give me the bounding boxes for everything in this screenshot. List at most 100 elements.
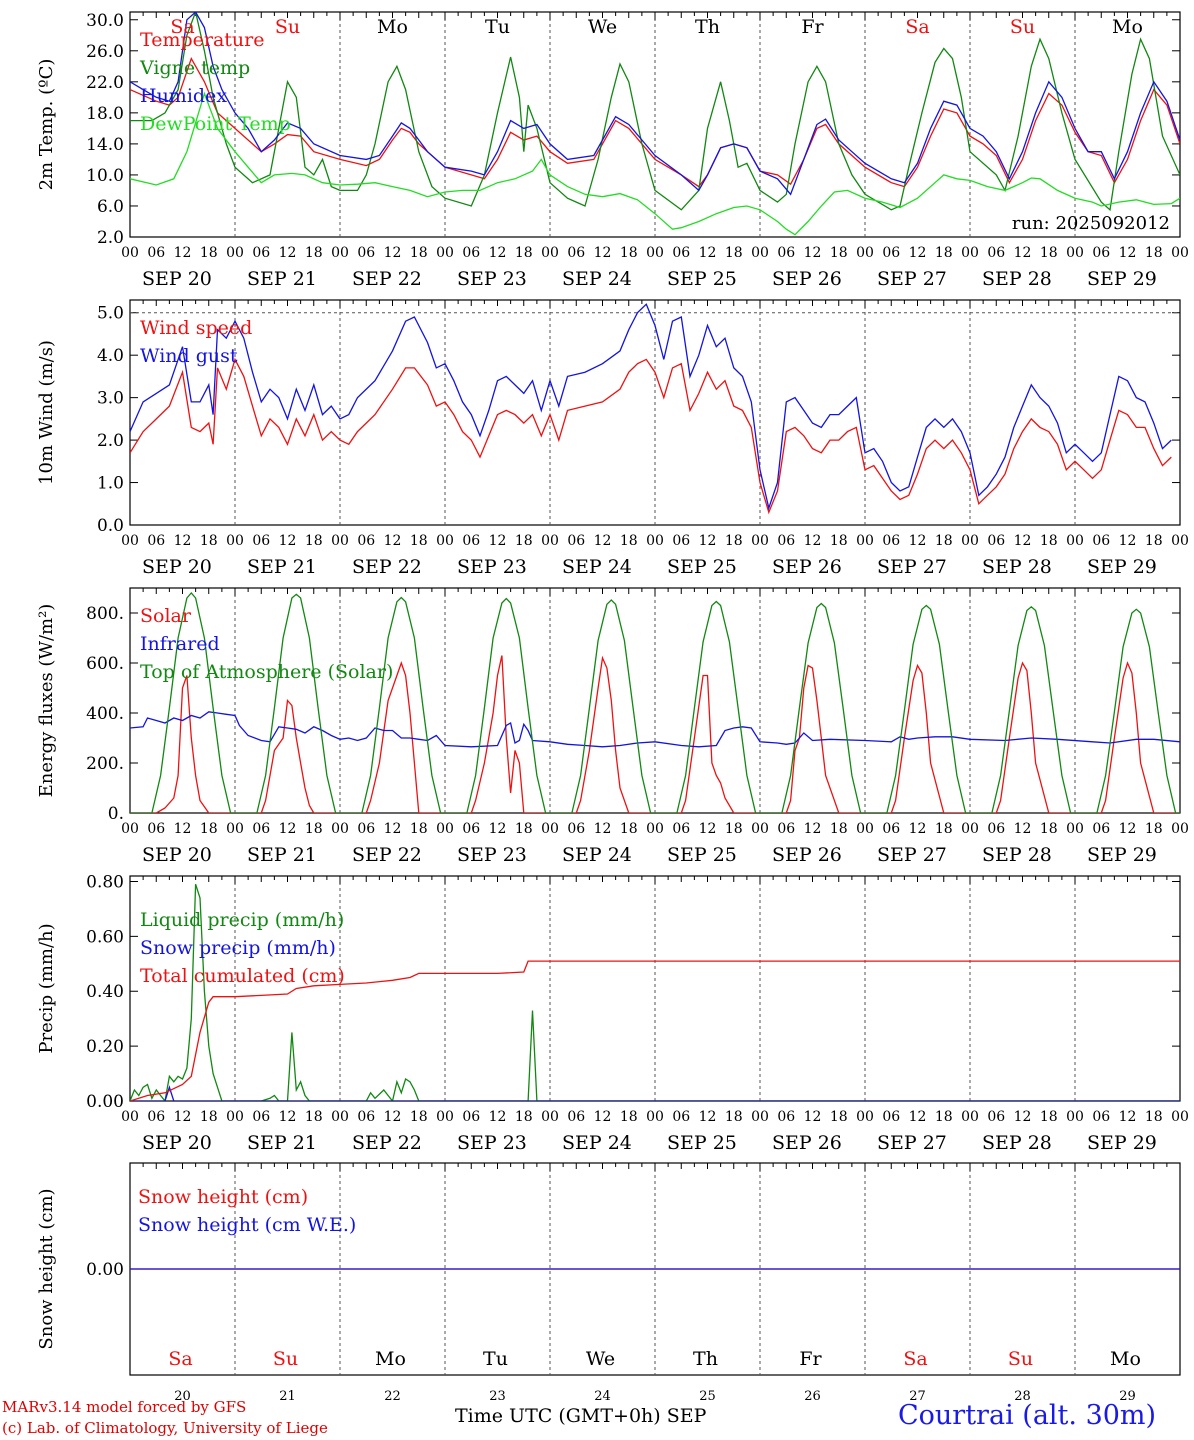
hour-tick-label: 12	[384, 533, 402, 549]
run-label: run: 2025092012	[1012, 213, 1170, 234]
y-tick-label: 800.	[86, 604, 124, 624]
legend-entry: DewPoint Temp	[140, 113, 291, 135]
hour-tick-label: 00	[541, 1109, 559, 1125]
y-axis-label: Snow height (cm)	[36, 1188, 57, 1349]
date-label: SEP 22	[352, 844, 422, 866]
hour-tick-label: 18	[515, 1109, 533, 1125]
date-label: SEP 27	[877, 556, 947, 578]
date-label: SEP 25	[667, 268, 737, 290]
hour-tick-label: 18	[1145, 1109, 1163, 1125]
hour-tick-label: 18	[305, 821, 323, 837]
hour-tick-label: 06	[882, 533, 900, 549]
hour-tick-label: 12	[279, 821, 297, 837]
hour-tick-label: 12	[699, 821, 717, 837]
series-line-vigne-temp	[130, 12, 1180, 212]
day-abbr-label: Th	[695, 16, 720, 38]
day-abbr-label: Mo	[1112, 16, 1143, 38]
hour-tick-label: 06	[147, 821, 165, 837]
hour-tick-label: 18	[515, 245, 533, 261]
date-label: SEP 28	[982, 268, 1052, 290]
hour-tick-label: 06	[987, 1109, 1005, 1125]
hour-tick-label: 12	[384, 1109, 402, 1125]
hour-tick-label: 06	[357, 821, 375, 837]
day-number-label: 25	[699, 1389, 716, 1404]
date-label: SEP 22	[352, 268, 422, 290]
day-number-label: 29	[1119, 1389, 1136, 1404]
hour-tick-label: 12	[699, 245, 717, 261]
y-axis-label: 10m Wind (m/s)	[36, 340, 57, 485]
hour-tick-label: 18	[935, 245, 953, 261]
hour-tick-label: 12	[594, 821, 612, 837]
y-tick-label: 200.	[86, 754, 124, 774]
hour-tick-label: 12	[1014, 1109, 1032, 1125]
date-label: SEP 20	[142, 844, 212, 866]
y-axis-label: 2m Temp. (ºC)	[36, 59, 57, 191]
date-label: SEP 25	[667, 844, 737, 866]
hour-tick-label: 12	[804, 245, 822, 261]
hour-tick-label: 06	[672, 821, 690, 837]
panel-temperature: 2.0 6.0 10.0 14.0 18.0 22.0 26.0 30.0 2m Temp. (…	[36, 11, 1189, 290]
hour-tick-label: 12	[1119, 245, 1137, 261]
day-number-label: 24	[594, 1389, 611, 1404]
y-tick-label: 3.0	[97, 389, 124, 409]
y-tick-label: 0.60	[86, 927, 124, 947]
hour-tick-label: 18	[725, 245, 743, 261]
hour-tick-label: 00	[751, 821, 769, 837]
hour-tick-label: 18	[410, 1109, 428, 1125]
hour-tick-label: 12	[489, 1109, 507, 1125]
hour-tick-label: 00	[856, 821, 874, 837]
date-label: SEP 21	[247, 268, 317, 290]
hour-tick-label: 06	[147, 1109, 165, 1125]
hour-tick-label: 18	[305, 245, 323, 261]
hour-tick-label: 12	[1014, 821, 1032, 837]
panel-precip: 0.00 0.20 0.40 0.60 0.80 Precip (mm/h) Liquid …	[36, 872, 1189, 1154]
date-label: SEP 23	[457, 844, 527, 866]
legend-entry: Wind gust	[140, 345, 238, 367]
day-number-label: 21	[279, 1389, 296, 1404]
hour-tick-label: 12	[384, 821, 402, 837]
hour-tick-label: 00	[646, 533, 664, 549]
hour-tick-label: 00	[751, 533, 769, 549]
series-line-humidex	[130, 12, 1180, 196]
hour-tick-label: 00	[436, 821, 454, 837]
hour-tick-label: 00	[961, 533, 979, 549]
hour-tick-label: 06	[567, 1109, 585, 1125]
hour-tick-label: 00	[961, 821, 979, 837]
hour-tick-label: 12	[909, 533, 927, 549]
day-abbr-label: Su	[1008, 1348, 1033, 1370]
date-label: SEP 24	[562, 1132, 632, 1154]
hour-tick-label: 18	[725, 821, 743, 837]
hour-tick-label: 18	[305, 1109, 323, 1125]
hour-tick-label: 06	[567, 533, 585, 549]
hour-tick-label: 00	[121, 533, 139, 549]
hour-tick-label: 00	[121, 245, 139, 261]
y-tick-label: 400.	[86, 704, 124, 724]
day-abbr-label: Mo	[1110, 1348, 1141, 1370]
date-label: SEP 29	[1087, 268, 1157, 290]
hour-tick-label: 06	[462, 821, 480, 837]
hour-tick-label: 06	[252, 821, 270, 837]
hour-tick-label: 18	[1145, 821, 1163, 837]
day-abbr-label: We	[586, 1348, 615, 1370]
hour-tick-label: 06	[462, 1109, 480, 1125]
day-abbr-label: Fr	[801, 16, 824, 38]
hour-tick-label: 12	[279, 245, 297, 261]
y-tick-label: 6.0	[97, 197, 124, 217]
y-tick-label: 0.20	[86, 1037, 124, 1057]
hour-tick-label: 00	[436, 245, 454, 261]
y-tick-label: 0.	[108, 804, 124, 824]
legend-entry: Liquid precip (mm/h)	[140, 909, 344, 931]
legend-entry: Temperature	[140, 29, 264, 51]
hour-tick-label: 06	[1092, 533, 1110, 549]
hour-tick-label: 00	[856, 533, 874, 549]
series-line-temperature	[130, 57, 1180, 188]
hour-tick-label: 12	[804, 533, 822, 549]
panel-energy: 0. 200. 400. 600. 800. Energy fluxes (W/m²) So…	[36, 587, 1189, 866]
panel-wind: 0.0 1.0 2.0 3.0 4.0 5.0 10m Wind (m/s) Wind spe…	[36, 299, 1189, 578]
date-label: SEP 27	[877, 268, 947, 290]
hour-tick-label: 06	[672, 1109, 690, 1125]
y-tick-label: 30.0	[86, 11, 124, 31]
hour-tick-label: 00	[226, 245, 244, 261]
y-axis-label: Precip (mm/h)	[36, 923, 57, 1053]
hour-tick-label: 12	[594, 533, 612, 549]
